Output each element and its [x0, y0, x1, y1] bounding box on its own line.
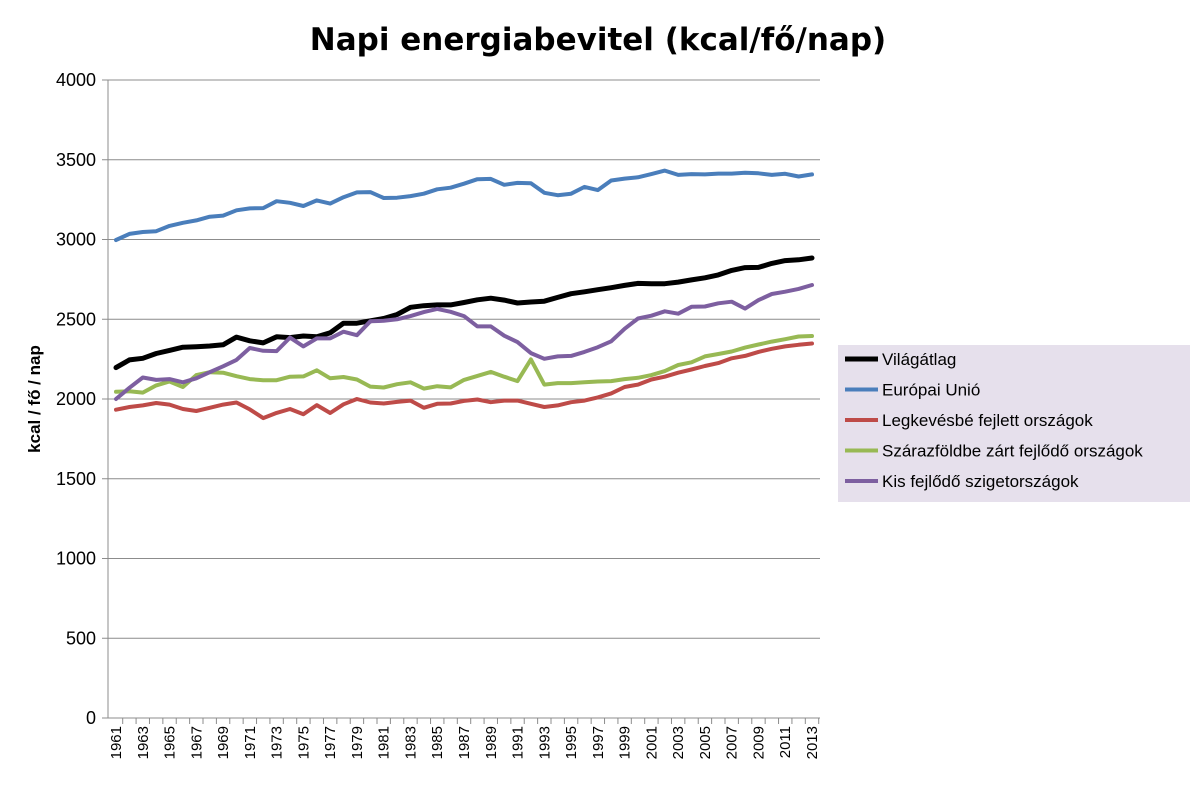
x-tick-label: 1997 — [590, 726, 607, 759]
x-tick-label: 1965 — [162, 726, 179, 759]
legend-entry: Európai Unió — [882, 381, 980, 400]
x-tick-label: 1983 — [402, 726, 419, 759]
y-axis-label: kcal / fő / nap — [25, 345, 44, 453]
y-tick-label: 2500 — [56, 309, 96, 329]
x-tick-label: 1977 — [322, 726, 339, 759]
y-tick-label: 3000 — [56, 230, 96, 250]
x-tick-label: 2007 — [724, 726, 741, 759]
axes — [107, 80, 820, 724]
x-tick-label: 2009 — [750, 726, 767, 759]
x-tick-label: 2013 — [804, 726, 821, 759]
series-line — [114, 341, 814, 421]
x-tick-label: 1975 — [295, 726, 312, 759]
series-line — [114, 334, 814, 395]
legend-entry: Világátlag — [882, 350, 956, 369]
series-line — [114, 283, 814, 401]
x-tick-label: 2005 — [697, 726, 714, 759]
gridlines — [102, 79, 820, 719]
x-tick-label: 1999 — [617, 726, 634, 759]
legend-entry: Legkevésbé fejlett országok — [882, 411, 1093, 430]
x-tick-label: 1963 — [135, 726, 152, 759]
x-tick-label: 1993 — [536, 726, 553, 759]
legend-background — [838, 345, 1190, 502]
series-line — [113, 255, 815, 371]
legend: Világátlag Európai Unió Legkevésbé fejlett… — [838, 345, 1190, 502]
y-tick-labels: 0 500 1000 1500 2000 2500 3000 3500 4000 — [56, 70, 96, 728]
legend-entry: Szárazföldbe zárt fejlődő országok — [882, 442, 1143, 461]
series-lines — [113, 168, 815, 421]
y-tick-label: 4000 — [56, 70, 96, 90]
x-tick-label: 1979 — [349, 726, 366, 759]
x-tick-label: 2003 — [670, 726, 687, 759]
y-tick-label: 3500 — [56, 150, 96, 170]
x-tick-label: 1991 — [510, 726, 527, 759]
x-tick-label: 1971 — [242, 726, 259, 759]
x-tick-label: 1961 — [108, 726, 125, 759]
x-tick-label: 1981 — [376, 726, 393, 759]
x-tick-labels: 1961 1963 1965 1967 1969 1971 1973 1975 1977 1979… — [108, 726, 821, 759]
y-tick-label: 0 — [86, 708, 96, 728]
x-tick-label: 1989 — [483, 726, 500, 759]
y-tick-label: 2000 — [56, 389, 96, 409]
x-tick-label: 2011 — [777, 726, 794, 758]
y-tick-label: 1500 — [56, 469, 96, 489]
chart-title: Napi energiabevitel (kcal/fő/nap) — [310, 22, 886, 58]
x-tick-label: 2001 — [643, 726, 660, 759]
x-tick-label: 1969 — [215, 726, 232, 759]
x-tick-label: 1995 — [563, 726, 580, 759]
legend-entry: Kis fejlődő szigetországok — [882, 472, 1079, 491]
y-tick-label: 1000 — [56, 549, 96, 569]
x-tick-label: 1967 — [188, 726, 205, 759]
x-tick-label: 1987 — [456, 726, 473, 759]
x-tick-label: 1985 — [429, 726, 446, 759]
series-line — [114, 168, 814, 242]
x-tick-label: 1973 — [269, 726, 286, 759]
y-tick-label: 500 — [66, 628, 96, 648]
